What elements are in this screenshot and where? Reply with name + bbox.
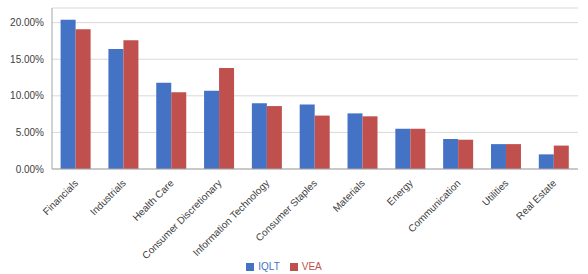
html-text:VEA: VEA [301,261,322,272]
svg-text:10.00%: 10.00% [10,90,44,101]
svg-text:Financials: Financials [41,177,81,217]
svg-text:20.00%: 20.00% [10,17,44,28]
svg-text:Utilities: Utilities [480,177,511,208]
svg-text:Health Care: Health Care [130,177,176,223]
svg-text:Consumer Staples: Consumer Staples [253,177,319,243]
svg-text:Information Technology: Information Technology [191,177,272,258]
svg-text:0.00%: 0.00% [16,164,44,175]
svg-text:Communication: Communication [406,177,463,234]
svg-text:Energy: Energy [385,177,415,207]
svg-text:Consumer Discretionary: Consumer Discretionary [140,177,224,261]
html-text:IQLT: IQLT [258,261,280,272]
svg-text:15.00%: 15.00% [10,54,44,65]
svg-text:Industrials: Industrials [88,177,128,217]
svg-text:Materials: Materials [331,177,367,213]
svg-text:5.00%: 5.00% [16,127,44,138]
svg-text:Real Estate: Real Estate [514,177,559,222]
